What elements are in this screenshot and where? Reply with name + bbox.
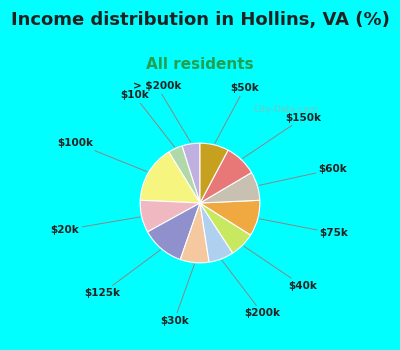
Wedge shape: [200, 143, 228, 203]
Text: $150k: $150k: [242, 113, 322, 159]
Wedge shape: [200, 203, 250, 253]
Wedge shape: [200, 150, 252, 203]
Text: $200k: $200k: [222, 260, 280, 318]
Text: $20k: $20k: [51, 217, 140, 235]
Text: > $200k: > $200k: [133, 81, 191, 142]
Text: $40k: $40k: [244, 246, 317, 291]
Wedge shape: [140, 200, 200, 232]
Wedge shape: [182, 143, 200, 203]
Wedge shape: [140, 152, 200, 203]
Wedge shape: [200, 203, 233, 262]
Wedge shape: [148, 203, 200, 259]
Text: Income distribution in Hollins, VA (%): Income distribution in Hollins, VA (%): [10, 11, 390, 29]
Text: $75k: $75k: [260, 219, 348, 238]
Wedge shape: [200, 173, 260, 203]
Text: $50k: $50k: [215, 83, 259, 143]
Text: $125k: $125k: [84, 250, 160, 298]
Text: $60k: $60k: [259, 164, 348, 186]
Wedge shape: [200, 200, 260, 235]
Text: $30k: $30k: [160, 264, 194, 326]
Text: $10k: $10k: [120, 91, 174, 147]
Text: $100k: $100k: [58, 138, 147, 172]
Wedge shape: [169, 146, 200, 203]
Text: All residents: All residents: [146, 57, 254, 72]
Text: City-Data.com: City-Data.com: [254, 105, 318, 114]
Wedge shape: [180, 203, 209, 263]
